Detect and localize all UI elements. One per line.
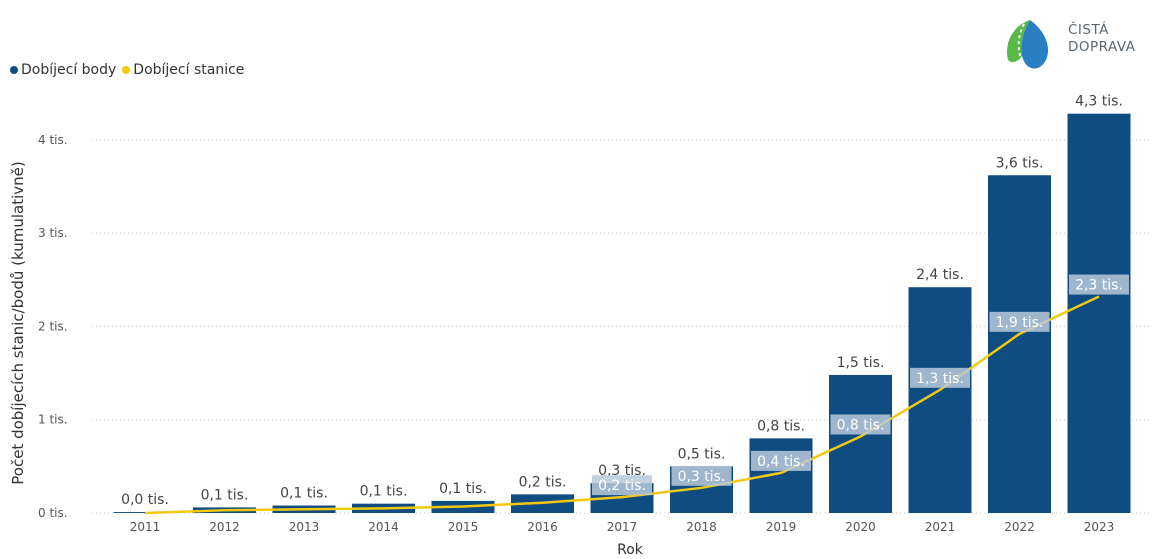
line-label-background	[592, 475, 652, 496]
line-data-label: 2,3 tis.	[1075, 278, 1123, 294]
line-data-label: 0,8 tis.	[837, 417, 885, 433]
bar	[908, 287, 972, 513]
bar	[1067, 113, 1131, 514]
bar-data-label: 0,1 tis.	[360, 484, 408, 500]
y-tick-label: 4 tis.	[38, 133, 68, 147]
line-label-background	[830, 414, 891, 435]
line-data-label: 1,3 tis.	[916, 371, 964, 387]
x-tick-label: 2023	[1084, 520, 1115, 534]
bar-data-label: 1,5 tis.	[837, 355, 885, 371]
line-label-background	[671, 465, 732, 486]
y-tick-label: 1 tis.	[38, 413, 68, 427]
bar-data-label: 3,6 tis.	[996, 155, 1044, 171]
y-axis-title: Počet dobíjecích stanic/bodů (kumulativn…	[9, 161, 27, 484]
bar	[988, 175, 1051, 513]
line-label-background	[910, 367, 970, 388]
line-label-background	[751, 450, 811, 471]
cista-doprava-logo: ČISTÁ DOPRAVA	[1000, 16, 1150, 76]
x-axis-title: Rok	[617, 542, 644, 558]
logo-text-line1: ČISTÁ	[1068, 22, 1109, 38]
x-tick-label: 2011	[130, 520, 161, 534]
y-tick-label: 3 tis.	[38, 226, 68, 240]
legend-item-charging-stations[interactable]: Dobíjecí stanice	[122, 62, 244, 78]
logo-text: ČISTÁ DOPRAVA	[1068, 22, 1135, 56]
line-label-background	[1069, 274, 1129, 295]
x-tick-label: 2020	[845, 520, 876, 534]
x-tick-label: 2013	[289, 520, 320, 534]
line-data-label: 0,2 tis.	[598, 478, 646, 494]
bar-data-label: 0,2 tis.	[519, 474, 567, 490]
x-tick-label: 2014	[368, 520, 399, 534]
line-data-label: 0,4 tis.	[757, 454, 805, 470]
y-tick-label: 2 tis.	[38, 319, 68, 333]
x-tick-label: 2017	[607, 520, 638, 534]
x-tick-label: 2012	[209, 520, 240, 534]
bar-data-label: 0,1 tis.	[280, 486, 328, 502]
bar-data-label: 2,4 tis.	[916, 267, 964, 283]
legend-label-charging-points: Dobíjecí body	[21, 62, 117, 78]
y-tick-label: 0 tis.	[38, 506, 68, 520]
bar	[829, 374, 892, 513]
x-tick-label: 2019	[766, 520, 797, 534]
bar-data-label: 0,1 tis.	[439, 481, 487, 497]
bar-data-label: 0,5 tis.	[678, 446, 726, 462]
legend: Dobíjecí body Dobíjecí stanice	[10, 62, 250, 78]
bar-data-label: 0,8 tis.	[757, 418, 805, 434]
line-data-label: 0,3 tis.	[678, 469, 726, 485]
bar-data-label: 0,1 tis.	[201, 487, 249, 503]
bar-data-label: 4,3 tis.	[1075, 94, 1123, 110]
legend-label-charging-stations: Dobíjecí stanice	[133, 62, 245, 78]
logo-text-line2: DOPRAVA	[1068, 39, 1136, 55]
x-tick-label: 2018	[686, 520, 717, 534]
legend-marker-charging-stations	[122, 66, 131, 74]
legend-item-charging-points[interactable]: Dobíjecí body	[10, 62, 116, 78]
x-tick-label: 2021	[925, 520, 956, 534]
road-drop-icon	[1006, 20, 1049, 69]
bar-data-label: 0,0 tis.	[121, 492, 169, 508]
line-label-background	[989, 311, 1050, 332]
line-series-charging-stations	[144, 295, 1100, 515]
x-tick-label: 2016	[527, 520, 558, 534]
x-tick-label: 2022	[1004, 520, 1035, 534]
bar	[749, 438, 813, 513]
x-tick-label: 2015	[448, 520, 479, 534]
line-data-label: 1,9 tis.	[996, 315, 1044, 331]
legend-marker-charging-points	[10, 66, 18, 74]
